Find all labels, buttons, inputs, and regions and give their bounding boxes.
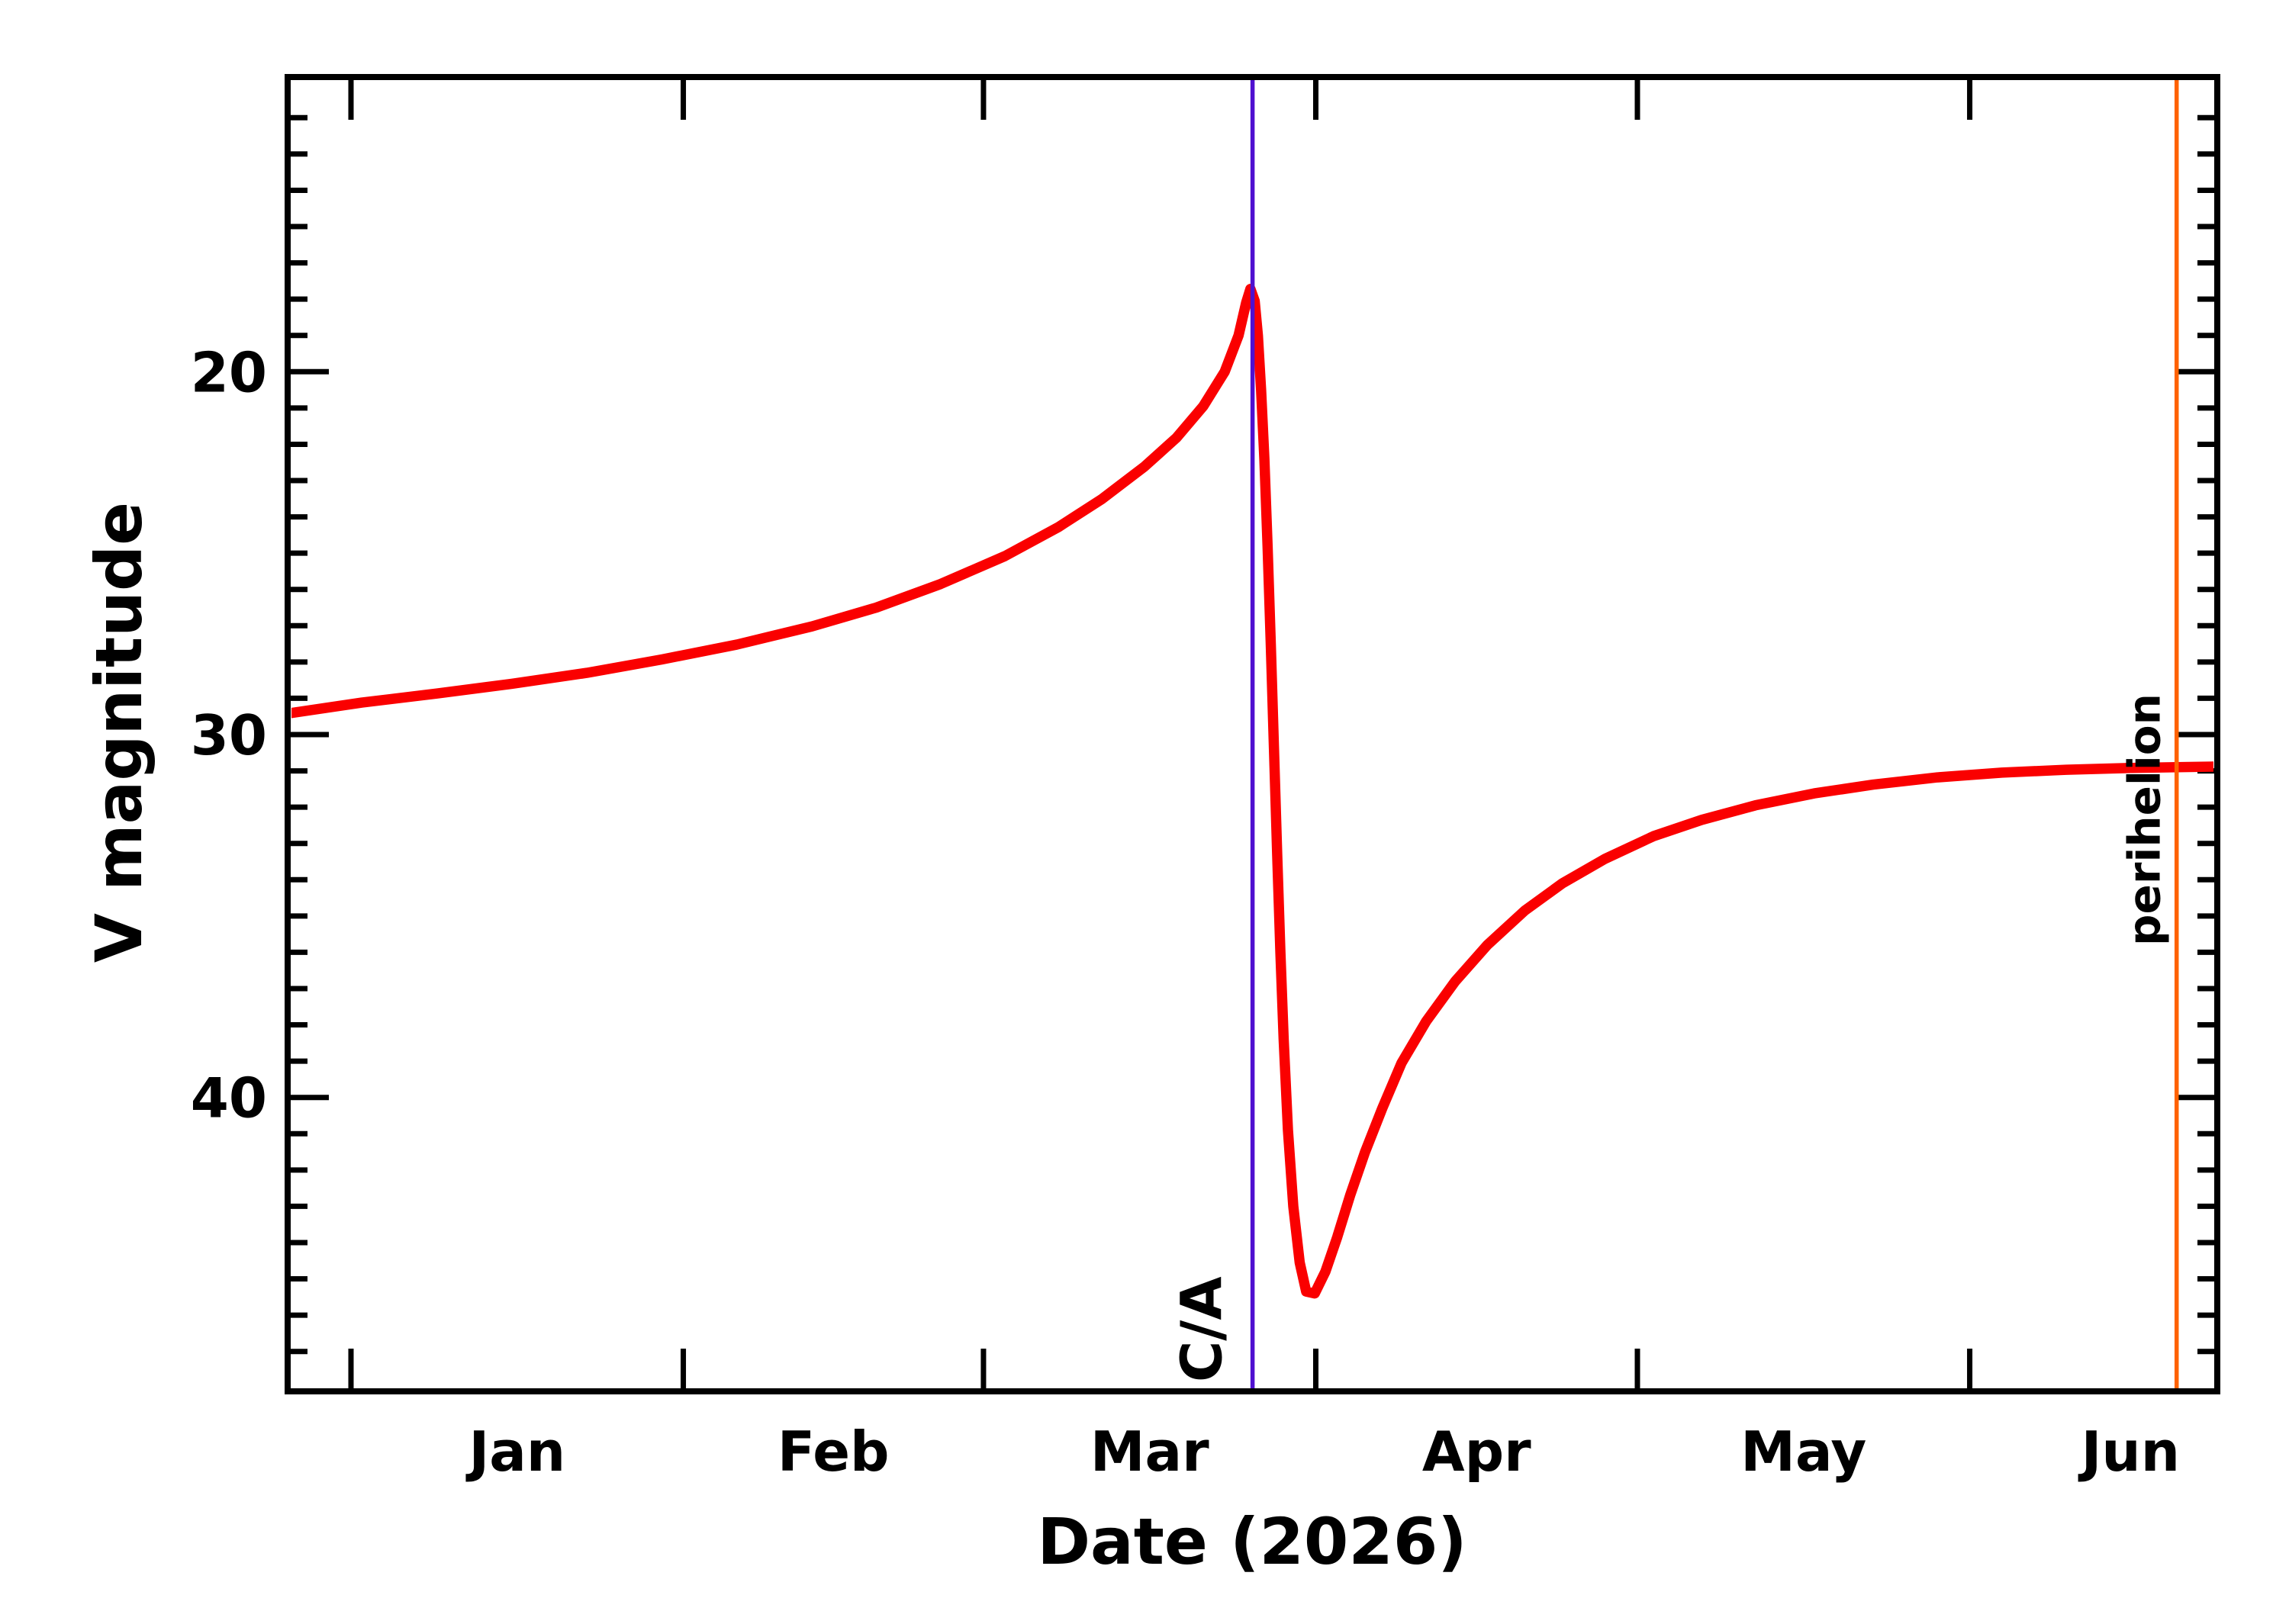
perihelion-label: perihelion [2119, 693, 2171, 946]
y-tick-label-20: 20 [191, 340, 267, 404]
x-tick-label-may: May [1740, 1420, 1866, 1484]
y-tick-label-40: 40 [191, 1066, 267, 1130]
x-tick-label-apr: Apr [1422, 1420, 1531, 1484]
close-approach-label: C/A [1170, 1276, 1235, 1382]
x-tick-label-mar: Mar [1090, 1420, 1209, 1484]
x-axis-title: Date (2026) [1037, 1504, 1466, 1579]
magnitude-curve [291, 284, 2213, 1299]
plot-dynamic-layer: Jan Feb Mar Apr May Jun 20 30 40 C/A perihelion [191, 74, 2220, 1484]
x-tick-label-feb: Feb [777, 1420, 890, 1484]
y-axis-title: V magnitude [82, 502, 156, 963]
y-tick-label-30: 30 [191, 703, 267, 767]
x-tick-label-jun: Jun [2078, 1420, 2180, 1484]
x-tick-label-jan: Jan [465, 1420, 565, 1484]
plot-frame [285, 74, 2220, 1394]
